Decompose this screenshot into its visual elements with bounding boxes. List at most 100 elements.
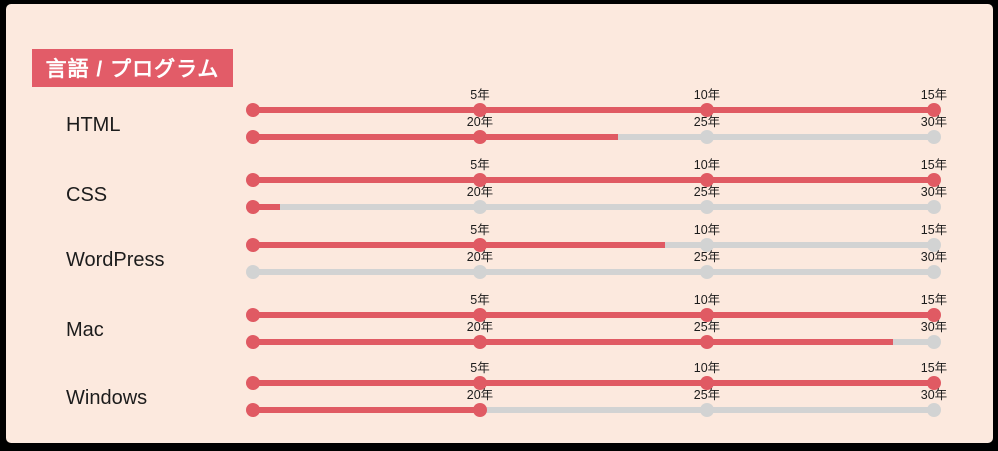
timeline-dot xyxy=(246,335,260,349)
track-line xyxy=(253,407,934,413)
axis-tick-label: 30年 xyxy=(920,250,948,264)
track-fill xyxy=(253,134,619,140)
track-fill xyxy=(253,177,934,183)
axis-tick-label: 10年 xyxy=(693,223,721,237)
skill-row: Windows 5年 10年 15年 20年 25年 30年 xyxy=(66,359,956,421)
timeline-track: 5年 10年 15年 xyxy=(246,359,947,390)
axis-tick-label: 10年 xyxy=(693,158,721,172)
timeline-dot xyxy=(927,376,941,390)
axis-tick-label: 5年 xyxy=(470,361,490,375)
timeline-track: 5年 10年 15年 xyxy=(246,291,947,322)
timeline-dot xyxy=(927,200,941,214)
track-fill xyxy=(253,339,894,345)
track-line xyxy=(253,269,934,275)
track-fill xyxy=(253,242,665,248)
timeline-dot xyxy=(246,200,260,214)
timeline-dot xyxy=(246,173,260,187)
timeline-dot xyxy=(246,130,260,144)
axis-tick-label: 10年 xyxy=(693,88,721,102)
timeline-dot xyxy=(700,103,714,117)
skill-row: HTML 5年 10年 15年 20年 25年 30年 xyxy=(66,86,956,148)
timeline-dot xyxy=(700,376,714,390)
timeline-track: 5年 10年 15年 xyxy=(246,221,947,252)
chart-panel: 言語 / プログラム HTML 5年 10年 15年 20年 25年 30年 CSS 5年 10年… xyxy=(6,4,993,443)
skill-label: CSS xyxy=(66,184,108,206)
axis-tick-label: 15年 xyxy=(920,293,948,307)
timeline-track: 5年 10年 15年 xyxy=(246,156,947,187)
axis-tick-label: 30年 xyxy=(920,388,948,402)
timeline-dot xyxy=(246,308,260,322)
skill-row: Mac 5年 10年 15年 20年 25年 30年 xyxy=(66,291,956,353)
axis-tick-label: 25年 xyxy=(693,250,721,264)
axis-tick-label: 5年 xyxy=(470,293,490,307)
timeline-track: 20年 25年 30年 xyxy=(246,113,947,144)
skill-row: WordPress 5年 10年 15年 20年 25年 30年 xyxy=(66,221,956,283)
axis-tick-label: 30年 xyxy=(920,320,948,334)
timeline-dot xyxy=(472,403,487,417)
axis-tick-label: 25年 xyxy=(693,388,721,402)
track-fill xyxy=(253,107,934,113)
timeline-dot xyxy=(246,238,260,252)
timeline-dot xyxy=(246,403,260,417)
timeline-dot xyxy=(472,103,487,117)
timeline-track: 20年 25年 30年 xyxy=(246,183,947,214)
track-fill xyxy=(253,312,934,318)
timeline-dot xyxy=(700,130,714,144)
section-title-text: 言語 / プログラム xyxy=(45,58,220,81)
timeline-dot xyxy=(246,103,260,117)
timeline-dot xyxy=(472,173,487,187)
timeline-dot xyxy=(927,403,941,417)
axis-tick-label: 10年 xyxy=(693,361,721,375)
axis-tick-label: 30年 xyxy=(920,115,948,129)
timeline-track: 20年 25年 30年 xyxy=(246,318,947,349)
axis-tick-label: 25年 xyxy=(693,320,721,334)
timeline-dot xyxy=(472,265,487,279)
track-fill xyxy=(253,407,484,413)
timeline-dot xyxy=(700,173,714,187)
track-line xyxy=(253,204,934,210)
timeline-dot xyxy=(472,238,487,252)
axis-tick-label: 20年 xyxy=(466,388,494,402)
track-fill xyxy=(253,380,934,386)
axis-tick-label: 15年 xyxy=(920,223,948,237)
timeline-dot xyxy=(700,265,714,279)
axis-tick-label: 20年 xyxy=(466,320,494,334)
timeline-dot xyxy=(927,130,941,144)
skill-label: Windows xyxy=(66,387,148,409)
timeline-track: 20年 25年 30年 xyxy=(246,386,947,417)
timeline-dot xyxy=(700,308,714,322)
timeline-track: 20年 25年 30年 xyxy=(246,248,947,279)
timeline-dot xyxy=(700,335,714,349)
timeline-dot xyxy=(472,335,487,349)
timeline-dot xyxy=(246,265,260,279)
axis-tick-label: 20年 xyxy=(466,250,494,264)
timeline-dot xyxy=(472,200,487,214)
axis-tick-label: 30年 xyxy=(920,185,948,199)
axis-tick-label: 20年 xyxy=(466,185,494,199)
axis-tick-label: 5年 xyxy=(470,88,490,102)
axis-tick-label: 25年 xyxy=(693,185,721,199)
axis-tick-label: 10年 xyxy=(693,293,721,307)
section-title: 言語 / プログラム xyxy=(32,49,233,87)
axis-tick-label: 20年 xyxy=(466,115,494,129)
timeline-dot xyxy=(246,376,260,390)
timeline-dot xyxy=(700,403,714,417)
timeline-dot xyxy=(472,376,487,390)
skill-label: WordPress xyxy=(66,249,165,271)
timeline-dot xyxy=(927,335,941,349)
axis-tick-label: 15年 xyxy=(920,361,948,375)
axis-tick-label: 15年 xyxy=(920,88,948,102)
timeline-dot xyxy=(472,308,487,322)
timeline-dot xyxy=(927,238,941,252)
timeline-dot xyxy=(927,173,941,187)
axis-tick-label: 25年 xyxy=(693,115,721,129)
timeline-track: 5年 10年 15年 xyxy=(246,86,947,117)
timeline-dot xyxy=(472,130,487,144)
axis-tick-label: 5年 xyxy=(470,223,490,237)
timeline-dot xyxy=(927,265,941,279)
timeline-dot xyxy=(927,103,941,117)
timeline-dot xyxy=(700,238,714,252)
track-fill xyxy=(253,204,281,210)
timeline-dot xyxy=(927,308,941,322)
skill-row: CSS 5年 10年 15年 20年 25年 30年 xyxy=(66,156,956,218)
